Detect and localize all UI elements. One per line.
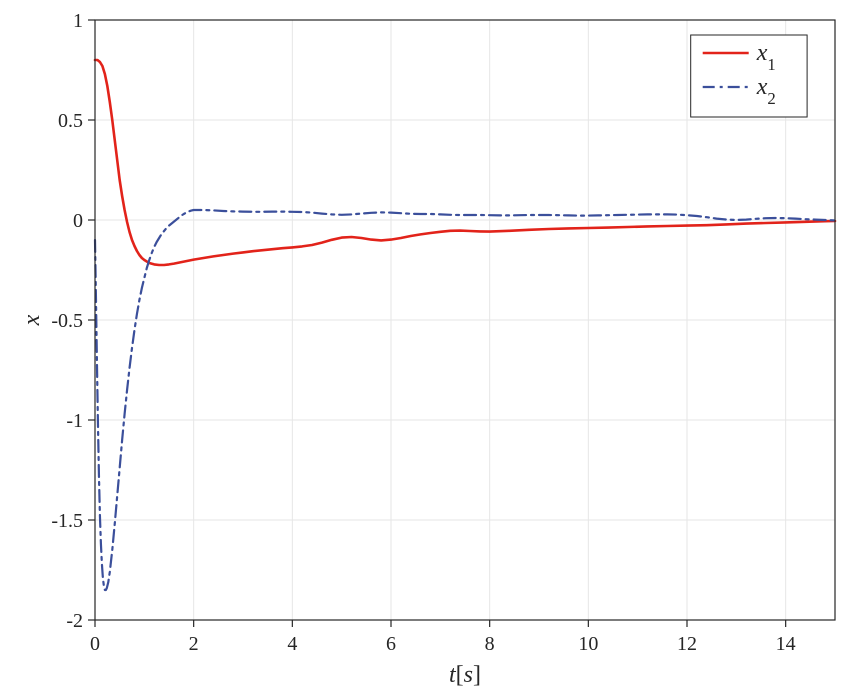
y-tick-label: -2: [66, 610, 83, 632]
x-ticks: 0 2 4 6 8 10 12 14: [90, 620, 796, 655]
y-tick-label: -0.5: [51, 310, 83, 332]
legend-box: [691, 35, 807, 117]
x-tick-label: 4: [287, 633, 297, 655]
legend: x1x2: [691, 35, 807, 117]
x-axis-title: t[s]: [449, 662, 481, 687]
x-tick-label: 0: [90, 633, 100, 655]
x-tick-label: 2: [189, 633, 199, 655]
chart-container: 0 2 4 6 8 10 12 14 -2 -1.5 -1 -0.5 0 0.5 1 t[s] x x1x2: [0, 0, 859, 687]
x-tick-label: 8: [485, 633, 495, 655]
x-tick-label: 6: [386, 633, 396, 655]
x-tick-label: 14: [776, 633, 796, 655]
chart-svg: 0 2 4 6 8 10 12 14 -2 -1.5 -1 -0.5 0 0.5 1 t[s] x x1x2: [0, 0, 859, 687]
x-tick-label: 10: [578, 633, 598, 655]
y-tick-label: -1.5: [51, 510, 83, 532]
y-tick-label: 0: [73, 210, 83, 232]
y-tick-label: 1: [73, 10, 83, 32]
y-tick-label: 0.5: [58, 110, 83, 132]
y-tick-label: -1: [66, 410, 83, 432]
y-ticks: -2 -1.5 -1 -0.5 0 0.5 1: [51, 10, 95, 632]
y-axis-title: x: [19, 314, 45, 326]
x-tick-label: 12: [677, 633, 697, 655]
